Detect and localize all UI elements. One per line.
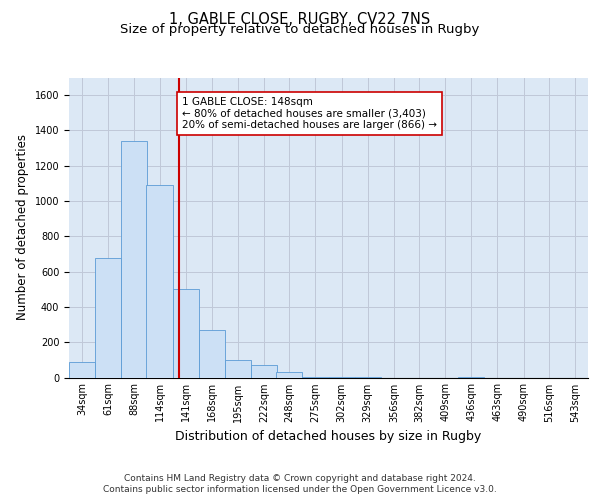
- Bar: [199, 330, 225, 378]
- Bar: [355, 376, 381, 378]
- Bar: [95, 258, 121, 378]
- Bar: [276, 372, 302, 378]
- Text: Contains HM Land Registry data © Crown copyright and database right 2024.
Contai: Contains HM Land Registry data © Crown c…: [103, 474, 497, 494]
- Text: Size of property relative to detached houses in Rugby: Size of property relative to detached ho…: [121, 22, 479, 36]
- Bar: [146, 185, 173, 378]
- X-axis label: Distribution of detached houses by size in Rugby: Distribution of detached houses by size …: [175, 430, 482, 443]
- Y-axis label: Number of detached properties: Number of detached properties: [16, 134, 29, 320]
- Text: 1 GABLE CLOSE: 148sqm
← 80% of detached houses are smaller (3,403)
20% of semi-d: 1 GABLE CLOSE: 148sqm ← 80% of detached …: [182, 97, 437, 130]
- Bar: [458, 376, 484, 378]
- Bar: [302, 376, 329, 378]
- Bar: [329, 376, 355, 378]
- Bar: [69, 362, 95, 378]
- Text: 1, GABLE CLOSE, RUGBY, CV22 7NS: 1, GABLE CLOSE, RUGBY, CV22 7NS: [169, 12, 431, 28]
- Bar: [225, 360, 251, 378]
- Bar: [121, 141, 148, 378]
- Bar: [173, 290, 199, 378]
- Bar: [251, 365, 277, 378]
